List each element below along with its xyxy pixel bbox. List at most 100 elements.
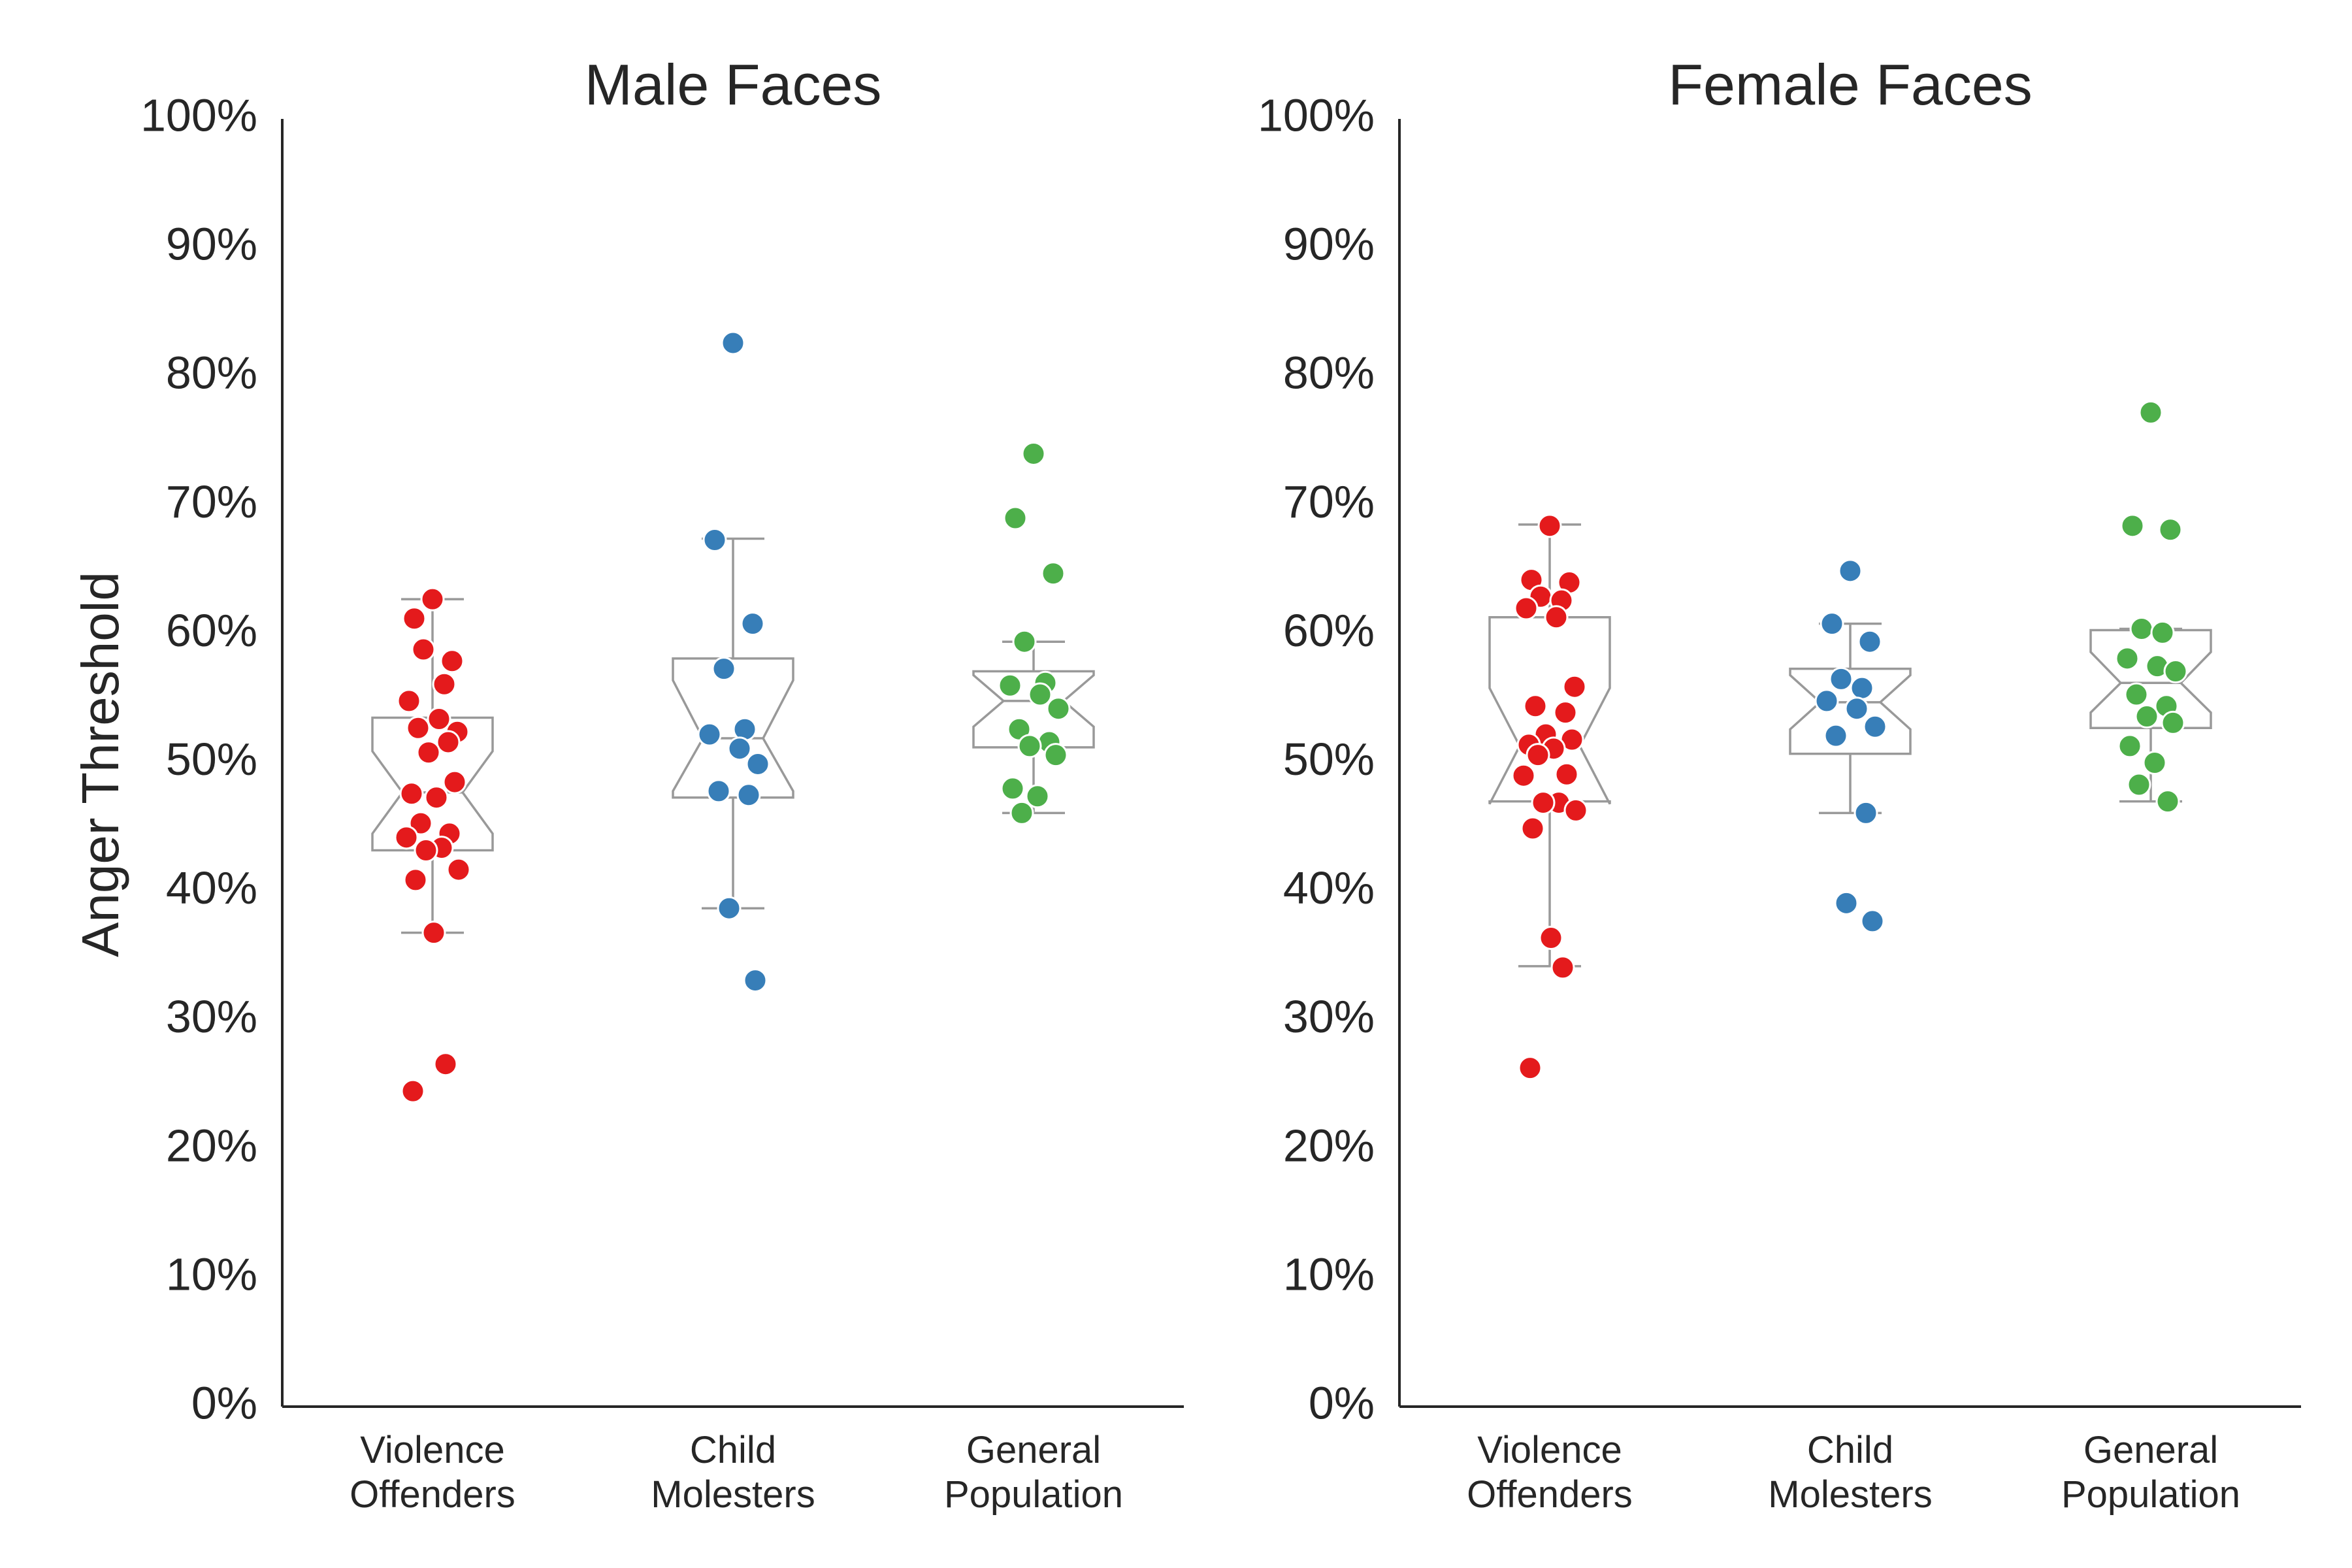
data-point-child-molesters xyxy=(702,528,727,553)
data-point-violence-offenders xyxy=(433,1052,458,1077)
data-point-child-molesters xyxy=(1854,800,1878,825)
data-point-violence-offenders xyxy=(394,825,419,850)
data-point-violence-offenders xyxy=(446,857,471,882)
data-point-violence-offenders xyxy=(1518,1056,1543,1081)
data-point-general-population xyxy=(998,673,1022,698)
data-point-general-population xyxy=(2138,400,2163,425)
data-point-child-molesters xyxy=(711,657,736,681)
y-tick-label: 20% xyxy=(1283,1120,1375,1171)
y-tick-label: 20% xyxy=(166,1120,257,1171)
data-point-general-population xyxy=(2124,682,2149,707)
data-point-child-molesters xyxy=(721,331,745,355)
data-point-general-population xyxy=(1028,682,1053,707)
data-point-violence-offenders xyxy=(442,770,467,794)
data-point-violence-offenders xyxy=(408,811,433,836)
data-point-violence-offenders xyxy=(402,606,427,631)
y-tick-label: 0% xyxy=(1309,1377,1375,1428)
chart-title: Female Faces xyxy=(1668,52,2033,117)
y-tick-label: 50% xyxy=(166,734,257,785)
data-point-violence-offenders xyxy=(397,689,421,713)
y-tick-label: 60% xyxy=(1283,605,1375,656)
y-tick-label: 80% xyxy=(166,348,257,399)
x-tick-label-general-population: General Population xyxy=(2061,1429,2240,1516)
data-point-general-population xyxy=(1012,629,1037,654)
data-point-violence-offenders xyxy=(403,868,428,892)
box-child-molesters xyxy=(672,657,794,799)
y-tick-label: 40% xyxy=(1283,862,1375,913)
data-point-child-molesters xyxy=(745,751,770,776)
data-point-child-molesters xyxy=(1814,689,1839,713)
data-point-child-molesters xyxy=(706,779,731,804)
data-point-child-molesters xyxy=(740,612,765,636)
data-point-general-population xyxy=(1043,743,1068,768)
y-tick-label: 70% xyxy=(166,476,257,527)
data-point-violence-offenders xyxy=(440,649,465,674)
data-point-general-population xyxy=(2161,710,2185,735)
data-point-violence-offenders xyxy=(1531,791,1556,815)
data-point-violence-offenders xyxy=(1544,605,1569,630)
data-point-child-molesters xyxy=(1844,696,1869,721)
data-point-violence-offenders xyxy=(1550,955,1575,980)
y-tick-label: 80% xyxy=(1283,348,1375,399)
y-tick-label: 0% xyxy=(191,1377,257,1428)
box-child-molesters xyxy=(1789,667,1912,755)
data-point-violence-offenders xyxy=(1537,514,1562,538)
data-point-violence-offenders xyxy=(1562,674,1587,699)
data-point-general-population xyxy=(2142,751,2167,775)
y-tick-label: 60% xyxy=(166,605,257,656)
x-tick-label-violence-offenders: Violence Offenders xyxy=(350,1429,515,1516)
chart-title: Male Faces xyxy=(585,52,882,117)
x-tick-label-child-molesters: Child Molesters xyxy=(651,1429,815,1516)
data-point-violence-offenders xyxy=(1539,926,1563,951)
data-point-violence-offenders xyxy=(400,1079,425,1103)
x-tick-label-violence-offenders: Violence Offenders xyxy=(1467,1429,1633,1516)
data-point-general-population xyxy=(2155,789,2180,814)
box-general-population xyxy=(2089,629,2212,730)
data-point-violence-offenders xyxy=(1526,743,1550,768)
data-point-general-population xyxy=(2117,734,2142,759)
data-point-general-population xyxy=(1000,776,1025,801)
data-point-violence-offenders xyxy=(424,785,449,810)
data-point-general-population xyxy=(1046,696,1071,721)
y-tick-label: 10% xyxy=(1283,1249,1375,1299)
x-tick-label-child-molesters: Child Molesters xyxy=(1768,1429,1932,1516)
y-tick-label: 50% xyxy=(1283,734,1375,785)
data-point-child-molesters xyxy=(1850,676,1874,700)
data-point-general-population xyxy=(2163,659,2188,684)
data-point-general-population xyxy=(2134,704,2159,729)
data-point-violence-offenders xyxy=(406,715,431,740)
y-tick-label: 30% xyxy=(1283,991,1375,1042)
data-point-violence-offenders xyxy=(1523,694,1548,719)
data-point-violence-offenders xyxy=(1511,763,1536,788)
data-point-child-molesters xyxy=(1857,629,1882,654)
data-point-general-population xyxy=(1017,734,1042,759)
y-tick-label: 70% xyxy=(1283,476,1375,527)
data-point-violence-offenders xyxy=(432,672,457,696)
y-tick-label: 40% xyxy=(166,862,257,913)
data-point-violence-offenders xyxy=(1514,596,1539,621)
data-point-general-population xyxy=(1003,506,1028,531)
y-tick-label: 10% xyxy=(166,1249,257,1299)
box-general-population xyxy=(972,670,1095,749)
data-point-child-molesters xyxy=(727,736,752,761)
data-point-child-molesters xyxy=(1834,890,1859,915)
data-point-violence-offenders xyxy=(420,587,445,612)
data-point-violence-offenders xyxy=(1520,816,1545,841)
panel-female-faces: Female Faces 0% 10% 20% 30% 40% 50% 60% 70% 80% 90… xyxy=(1258,52,2301,1516)
data-point-general-population xyxy=(2120,514,2145,538)
data-point-violence-offenders xyxy=(427,706,451,731)
data-point-child-molesters xyxy=(1829,666,1854,691)
y-tick-label: 90% xyxy=(1283,219,1375,270)
y-axis-label: Anger Threshold xyxy=(71,572,129,957)
y-tick-label: 100% xyxy=(1258,90,1375,140)
data-point-general-population xyxy=(1025,784,1050,809)
data-point-child-molesters xyxy=(1863,714,1887,739)
data-point-general-population xyxy=(2115,646,2140,671)
data-point-violence-offenders xyxy=(399,781,424,806)
data-point-child-molesters xyxy=(717,896,742,921)
data-point-violence-offenders xyxy=(421,921,446,945)
data-point-violence-offenders xyxy=(436,730,461,755)
data-point-general-population xyxy=(2158,517,2183,542)
data-point-general-population xyxy=(1041,561,1066,586)
